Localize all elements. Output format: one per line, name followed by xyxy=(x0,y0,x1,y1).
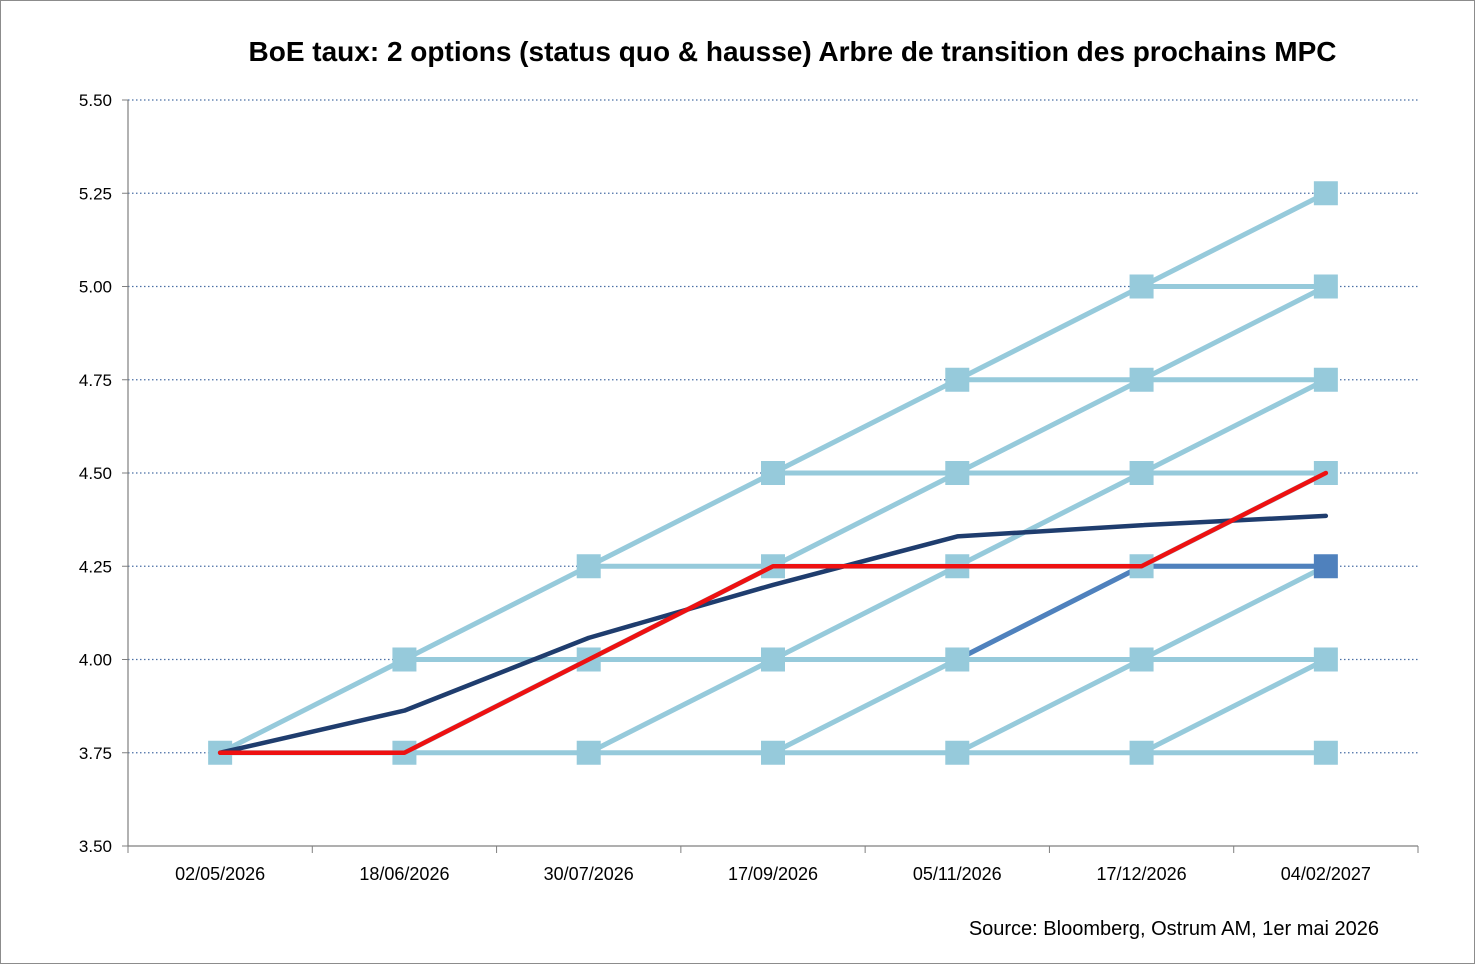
tree-edge-hike xyxy=(403,564,590,662)
x-tick-label: 05/11/2026 xyxy=(913,864,1002,884)
tree-node xyxy=(392,647,417,672)
x-tick-label: 04/02/2027 xyxy=(1281,864,1371,884)
tree-node xyxy=(945,461,970,485)
y-tick-label: 5.25 xyxy=(79,184,112,203)
tree-node xyxy=(761,647,785,672)
y-tick-label: 4.00 xyxy=(79,651,112,670)
tree-node xyxy=(1129,740,1154,765)
tree-node xyxy=(1313,740,1338,765)
x-tick-label: 30/07/2026 xyxy=(544,864,634,884)
tree-node xyxy=(1129,367,1154,392)
y-tick-label: 5.00 xyxy=(79,278,112,297)
tree-highlight-path xyxy=(956,563,1326,662)
chart-title: BoE taux: 2 options (status quo & hausse… xyxy=(248,36,1337,67)
tree-edge-hike xyxy=(956,284,1143,382)
tree-edge-hike xyxy=(1140,377,1327,476)
tree-node xyxy=(761,740,785,765)
tree-node xyxy=(945,367,970,392)
tree-node xyxy=(1313,181,1338,206)
tree-edge-hike xyxy=(956,470,1143,569)
tree-node xyxy=(761,461,785,485)
chart-source: Source: Bloomberg, Ostrum AM, 1er mai 20… xyxy=(968,918,1379,940)
tree-edge-hike xyxy=(1140,657,1327,755)
x-tick-label: 17/12/2026 xyxy=(1097,864,1187,884)
y-tick-label: 5.50 xyxy=(79,91,112,110)
x-tick-label: 17/09/2026 xyxy=(728,864,818,884)
tree-edge-hike xyxy=(956,377,1143,476)
tree-edge-hike xyxy=(219,657,406,755)
tree-edge-hike xyxy=(1140,564,1327,662)
tree-edge-hike xyxy=(1140,284,1327,382)
tree-node xyxy=(1313,554,1338,579)
tree-node xyxy=(1129,274,1154,299)
tree-edge-hike xyxy=(587,470,775,569)
tree-node xyxy=(1313,274,1338,299)
tree-edge-hike xyxy=(1140,191,1327,289)
y-tick-label: 4.50 xyxy=(79,464,112,483)
tree-node xyxy=(576,554,601,579)
y-tick-label: 4.75 xyxy=(79,371,112,390)
x-tick-label: 02/05/2026 xyxy=(175,864,265,884)
tree-node xyxy=(1313,647,1338,672)
x-tick-label: 18/06/2026 xyxy=(359,864,449,884)
series-line-2 xyxy=(217,470,1329,755)
tree-node xyxy=(1129,647,1154,672)
y-tick-label: 3.50 xyxy=(79,837,112,856)
tree-node xyxy=(1129,461,1154,485)
tree-edge-hike xyxy=(771,470,959,569)
tree-node xyxy=(945,647,970,672)
tree-node xyxy=(1313,367,1338,392)
y-tick-label: 4.25 xyxy=(79,557,112,576)
tree-node xyxy=(576,740,601,765)
tree-edge-hike xyxy=(771,377,959,476)
tree-node xyxy=(945,740,970,765)
tree-edge-hike xyxy=(771,657,959,755)
series-line-1 xyxy=(217,513,1329,755)
tree-edge-hike xyxy=(771,564,959,662)
y-tick-label: 3.75 xyxy=(79,744,112,763)
tree-edge-hike xyxy=(587,657,775,755)
tree-edge-hike xyxy=(956,657,1143,755)
